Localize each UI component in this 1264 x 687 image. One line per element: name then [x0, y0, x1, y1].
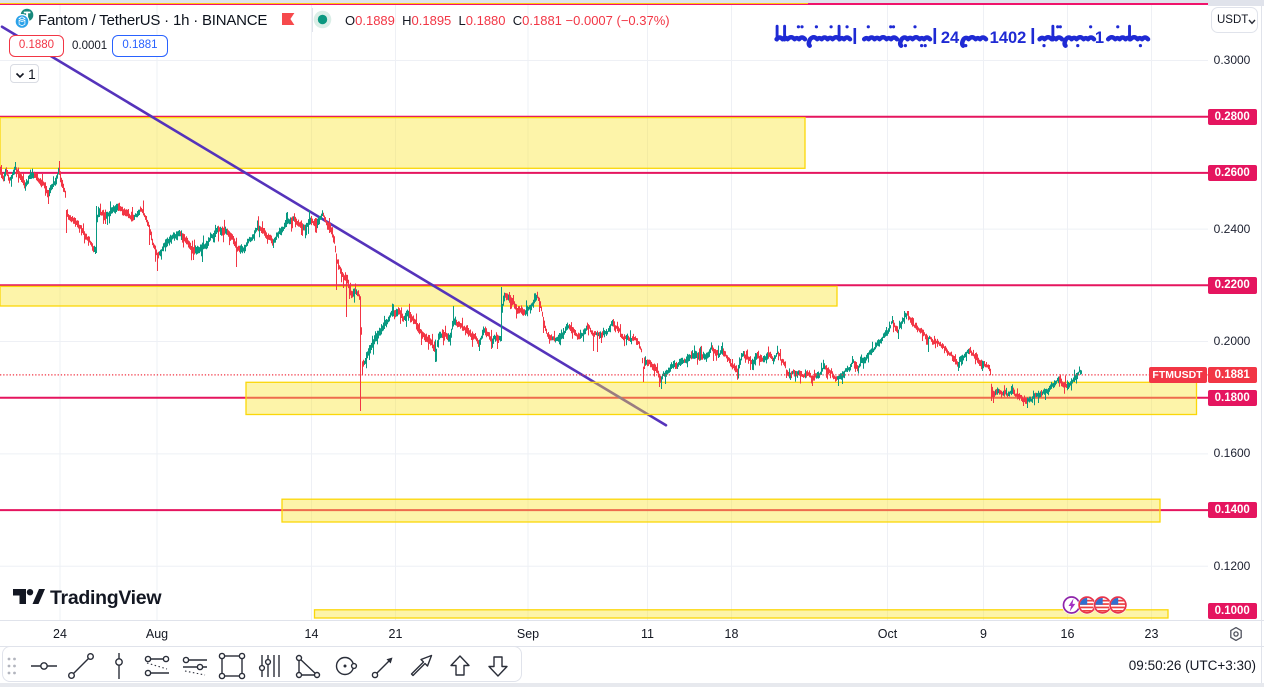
svg-text:1: 1	[1095, 29, 1104, 47]
svg-text:24: 24	[941, 29, 960, 47]
svg-text:1402: 1402	[990, 29, 1027, 47]
